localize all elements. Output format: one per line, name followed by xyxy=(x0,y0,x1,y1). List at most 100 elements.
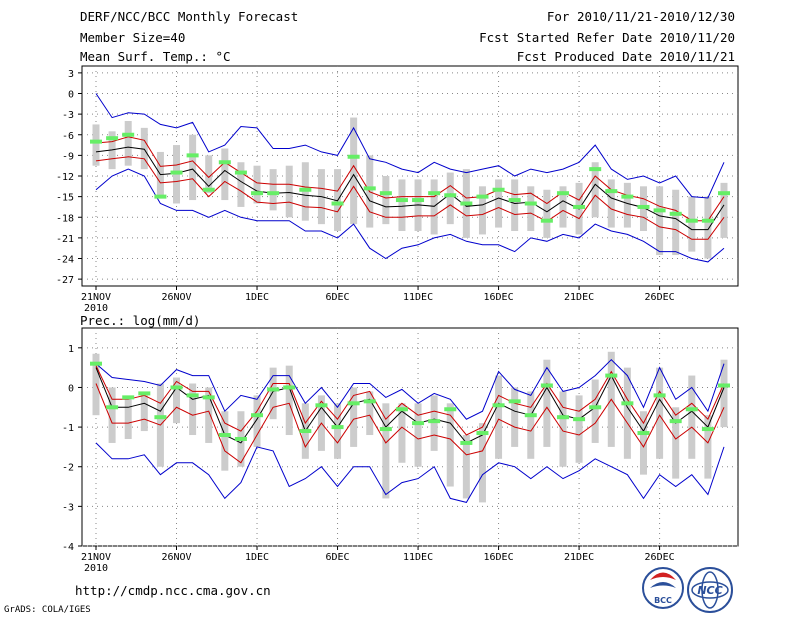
temp-plot-frame xyxy=(81,65,739,287)
prec-observed-mark xyxy=(428,419,441,424)
prec-observed-mark xyxy=(315,403,328,408)
prec-spread-box xyxy=(591,379,599,443)
temp-upper-std-line xyxy=(95,136,725,222)
temp-spread-box xyxy=(623,182,631,228)
temp-observed-mark xyxy=(524,201,537,206)
temp-xtick-label: 26DEC xyxy=(645,292,675,303)
prec-observed-mark xyxy=(669,419,682,424)
prec-spread-box xyxy=(253,395,261,447)
prec-spread-box xyxy=(382,403,390,499)
prec-observed-mark xyxy=(122,395,135,400)
temp-observed-mark xyxy=(379,191,392,196)
bcc-logo: BCC xyxy=(642,567,684,609)
member-size-label: Member Size=40 xyxy=(80,30,186,45)
prec-ytick-label: 0 xyxy=(68,383,74,394)
temp-xtick-label: 6DEC xyxy=(325,292,349,303)
prec-observed-mark xyxy=(476,431,489,436)
temp-spread-box xyxy=(543,189,551,238)
temp-spread-box xyxy=(527,186,535,231)
prec-observed-mark xyxy=(412,421,425,426)
prec-observed-mark xyxy=(154,415,167,420)
temp-ytick-label: 3 xyxy=(68,69,74,80)
prec-spread-box xyxy=(639,411,647,475)
prec-xtick-label: 21DEC xyxy=(564,552,594,563)
temp-observed-mark xyxy=(605,189,618,194)
source-url: http://cmdp.ncc.cma.gov.cn xyxy=(75,583,271,598)
temp-max-line xyxy=(95,93,725,199)
prec-spread-box xyxy=(559,391,567,467)
temp-observed-mark xyxy=(122,132,135,137)
temp-spread-box xyxy=(398,179,406,231)
prec-observed-mark xyxy=(251,413,264,418)
prec-min-line xyxy=(95,442,725,503)
prec-ytick-label: -2 xyxy=(62,463,74,474)
temp-spread-box xyxy=(189,134,197,201)
temp-spread-box xyxy=(253,165,261,204)
prec-observed-mark xyxy=(138,391,151,396)
prec-spread-box xyxy=(543,359,551,447)
prec-observed-mark xyxy=(508,399,521,404)
temp-xtick-label: 26NOV xyxy=(161,292,191,303)
prec-upper-std-line xyxy=(95,365,725,436)
prec-spread-box xyxy=(511,387,519,447)
prec-spread-box xyxy=(189,383,197,436)
prec-xtick-label: 26DEC xyxy=(645,552,675,563)
temp-observed-mark xyxy=(363,186,376,191)
prec-observed-mark xyxy=(605,373,618,378)
prec-xtick-label: 6DEC xyxy=(325,552,349,563)
temp-ytick-label: -3 xyxy=(62,110,74,121)
prec-spread-box xyxy=(205,387,213,443)
prec-max-line xyxy=(95,358,725,420)
temp-ytick-label: -18 xyxy=(56,213,74,224)
temp-xtick-label: 21NOV xyxy=(81,292,111,303)
prec-observed-mark xyxy=(492,403,505,408)
prec-ytick-label: 1 xyxy=(68,344,74,355)
prec-xtick-label: 1DEC xyxy=(245,552,269,563)
prec-observed-mark xyxy=(653,393,666,398)
prec-spread-box xyxy=(221,411,229,471)
prec-spread-box xyxy=(495,375,503,459)
prec-observed-mark xyxy=(267,387,280,392)
prec-spread-box xyxy=(334,403,342,459)
temp-observed-mark xyxy=(556,191,569,196)
forecast-started-label: Fcst Started Refer Date 2010/11/20 xyxy=(479,30,735,45)
prec-observed-mark xyxy=(556,415,569,420)
temp-observed-mark xyxy=(412,198,425,203)
temp-spread-box xyxy=(382,176,390,225)
prec-observed-mark xyxy=(202,395,215,400)
prec-observed-mark xyxy=(621,401,634,406)
prec-observed-mark xyxy=(347,401,360,406)
temp-observed-mark xyxy=(621,194,634,199)
prec-spread-box xyxy=(462,435,470,499)
prec-xtick-label: 26NOV xyxy=(161,552,191,563)
temp-spread-box xyxy=(140,127,148,170)
prec-spread-box xyxy=(688,375,696,459)
temp-spread-box xyxy=(704,196,712,259)
prec-spread-box xyxy=(366,391,374,436)
prec-spread-box xyxy=(720,359,728,428)
prec-spread-box xyxy=(140,395,148,432)
temp-observed-mark xyxy=(331,201,344,206)
prec-spread-box xyxy=(446,403,454,487)
prec-ytick-label: -4 xyxy=(62,542,74,553)
prec-observed-mark xyxy=(701,427,714,432)
temp-lower-std-line xyxy=(95,156,725,240)
temp-spread-box xyxy=(478,186,486,235)
temp-observed-mark xyxy=(170,170,183,175)
logos: BCC NCC xyxy=(642,567,733,613)
temp-spread-box xyxy=(269,169,277,211)
prec-spread-box xyxy=(704,415,712,479)
temp-observed-mark xyxy=(508,198,521,203)
temp-spread-box xyxy=(430,179,438,235)
temp-observed-mark xyxy=(460,201,473,206)
prec-spread-box xyxy=(173,377,181,424)
precipitation-variable-label: Prec.: log(mm/d) xyxy=(80,313,200,328)
temp-min-line xyxy=(95,168,725,263)
prec-mean-line xyxy=(95,367,725,444)
temp-year-label: 2010 xyxy=(84,303,108,314)
precipitation-panel: 1 0 -1 -2 -3 -4 21NOV 26NOV 1DEC 6DEC 11DEC 16DEC 21… xyxy=(62,327,739,574)
temp-ytick-label: -12 xyxy=(56,172,74,183)
temp-xtick-label: 11DEC xyxy=(403,292,433,303)
temp-observed-mark xyxy=(218,160,231,165)
